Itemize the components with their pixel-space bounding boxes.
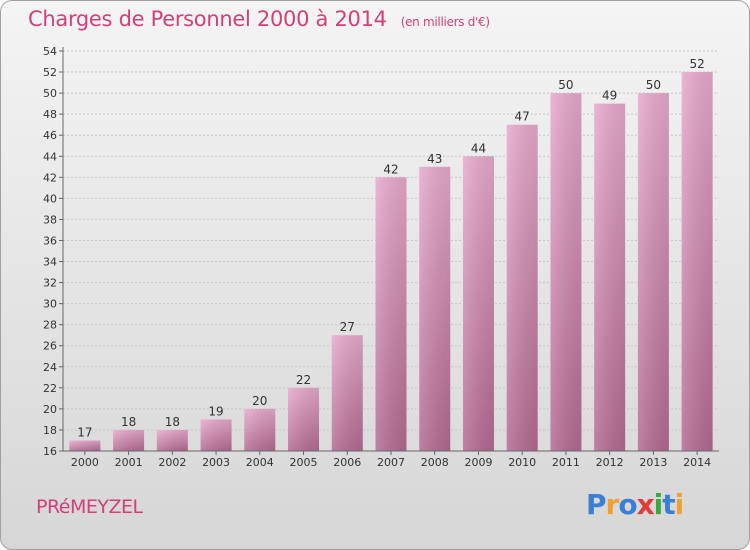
data-label: 19 [208, 404, 223, 418]
bar-shade [113, 429, 145, 451]
bars-layer [69, 72, 713, 452]
y-tick-label: 50 [43, 87, 57, 100]
bar-shade [462, 156, 494, 451]
bar-shade [288, 387, 320, 451]
x-tick-label: 2011 [552, 456, 580, 469]
x-tick-label: 2013 [639, 456, 667, 469]
y-tick-label: 20 [43, 403, 57, 416]
data-label: 20 [252, 394, 267, 408]
labels-layer: 17 18 18 19 20 22 27 42 43 44 47 50 49 50 52 [77, 57, 705, 439]
y-tick-label: 26 [43, 340, 57, 353]
data-label: 52 [689, 57, 704, 71]
y-tick-label: 18 [43, 424, 57, 437]
data-label: 17 [77, 425, 92, 439]
data-label: 42 [383, 162, 398, 176]
y-tick-label: 38 [43, 213, 57, 226]
chart-title: Charges de Personnel 2000 à 2014 (en mill… [28, 7, 490, 31]
bar-shade [200, 419, 232, 451]
data-label: 27 [340, 320, 355, 334]
logo-letter: P [586, 488, 607, 521]
bar-shade [331, 335, 363, 451]
commune-name: PRéMEYZEL [36, 496, 143, 518]
y-tick-label: 22 [43, 382, 57, 395]
data-label: 22 [296, 373, 311, 387]
y-tick-label: 30 [43, 298, 57, 311]
data-label: 50 [646, 78, 661, 92]
bar-shade [375, 177, 407, 451]
logo-letter: i [674, 488, 685, 521]
bar-shade [681, 72, 713, 451]
data-label: 18 [165, 415, 180, 429]
bar-shade [506, 124, 538, 452]
bar-shade [156, 429, 188, 451]
y-tick-label: 48 [43, 108, 57, 121]
x-tick-label: 2012 [596, 456, 624, 469]
axis-layer: 16 18 20 22 24 26 28 30 32 34 36 38 40 42 44 46 48 50 52 54… [43, 45, 719, 469]
bar-shade [244, 408, 276, 451]
y-tick-label: 40 [43, 192, 57, 205]
x-tick-label: 2002 [158, 456, 186, 469]
y-tick-label: 54 [43, 45, 57, 58]
y-tick-label: 16 [43, 445, 57, 458]
logo-letter: x [636, 488, 655, 521]
chart-subtitle: (en milliers d'€) [400, 15, 490, 29]
x-tick-label: 2008 [421, 456, 449, 469]
x-tick-label: 2009 [464, 456, 492, 469]
x-tick-label: 2004 [246, 456, 274, 469]
x-tick-label: 2001 [115, 456, 143, 469]
x-tick-label: 2010 [508, 456, 536, 469]
y-tick-label: 34 [43, 256, 57, 269]
y-tick-label: 24 [43, 361, 57, 374]
bar-shade [419, 166, 451, 451]
x-tick-label: 2005 [290, 456, 318, 469]
data-label: 49 [602, 89, 617, 103]
logo-letter: t [662, 488, 675, 521]
x-tick-label: 2000 [71, 456, 99, 469]
data-label: 47 [515, 110, 530, 124]
chart-title-text: Charges de Personnel 2000 à 2014 [28, 7, 387, 31]
y-tick-label: 32 [43, 277, 57, 290]
y-tick-label: 44 [43, 150, 57, 163]
x-tick-label: 2014 [683, 456, 711, 469]
logo-letter: i [653, 488, 664, 521]
y-tick-label: 36 [43, 234, 57, 247]
data-label: 44 [471, 141, 486, 155]
y-tick-label: 42 [43, 171, 57, 184]
logo-letter: r [605, 488, 620, 521]
logo-letter: o [618, 488, 637, 521]
y-tick-label: 46 [43, 129, 57, 142]
data-label: 18 [121, 415, 136, 429]
bar-shade [69, 440, 101, 451]
bar-shade [550, 93, 582, 452]
x-tick-label: 2003 [202, 456, 230, 469]
x-tick-label: 2006 [333, 456, 361, 469]
data-label: 43 [427, 152, 442, 166]
bar-shade [594, 103, 626, 451]
x-tick-label: 2007 [377, 456, 405, 469]
bar-shade [637, 93, 669, 452]
data-label: 50 [558, 78, 573, 92]
y-tick-label: 28 [43, 319, 57, 332]
proxiti-logo[interactable]: Proxiti [586, 488, 685, 521]
y-tick-label: 52 [43, 66, 57, 79]
